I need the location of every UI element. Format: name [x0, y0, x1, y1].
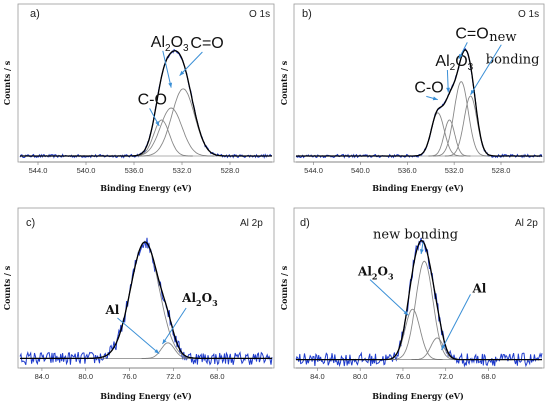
- x-tick-label: 532.0: [445, 166, 464, 175]
- panel-b-ylabel: Counts / s: [279, 60, 289, 105]
- x-tick-label: 540.0: [351, 166, 370, 175]
- peak-label: Al: [471, 281, 486, 295]
- peak-label: Al2O3: [435, 53, 473, 73]
- peak-label: bonding: [486, 53, 540, 68]
- x-tick-label: 80.0: [78, 372, 93, 381]
- x-tick-label: 544.0: [29, 166, 48, 175]
- arrow-head: [154, 349, 160, 354]
- panel-a-frame: [17, 3, 275, 163]
- component-peak-al: [411, 337, 463, 361]
- panel-a-ylabel: Counts / s: [2, 60, 12, 105]
- arrow-head: [155, 121, 160, 126]
- x-tick-label: 68.0: [210, 372, 225, 381]
- panel-d-letter: d): [300, 217, 310, 229]
- component-peak-al2o3: [428, 119, 471, 157]
- panel-c-letter: c): [26, 217, 35, 229]
- x-tick-label: 544.0: [304, 166, 323, 175]
- x-tick-label: 80.0: [353, 372, 368, 381]
- peak-label: C=O: [190, 35, 223, 52]
- panel-a-xlabel: Binding Energy (eV): [100, 183, 192, 193]
- x-tick-label: 68.0: [481, 372, 496, 381]
- x-tick-label: 540.0: [77, 166, 96, 175]
- component-peak-c-o: [130, 119, 193, 157]
- label-arrow: [162, 307, 187, 345]
- fit-envelope-line: [296, 49, 542, 157]
- x-tick-label: 72.0: [166, 372, 181, 381]
- panel-c-core-level: Al 2p: [240, 218, 263, 229]
- panel-b-letter: b): [302, 8, 312, 20]
- peak-label: Al: [104, 303, 119, 317]
- arrow-head: [446, 87, 451, 93]
- peak-label: Al2O3: [357, 265, 394, 282]
- component-peak-al2o3: [382, 308, 443, 361]
- x-tick-label: 84.0: [35, 372, 50, 381]
- x-tick-label: 84.0: [310, 372, 325, 381]
- component-peak-c-o: [412, 112, 464, 157]
- x-tick-label: 528.0: [221, 166, 240, 175]
- arrow-head: [458, 53, 463, 59]
- panel-a-letter: a): [30, 8, 40, 20]
- fit-envelope-line: [296, 239, 542, 361]
- panel-a-core-level: O 1s: [249, 9, 270, 20]
- label-arrow: [179, 51, 203, 76]
- panel-c: c) Al 2p 84.0 80.0 76.0 72.0 68.0 Al Al2O3 Bin…: [2, 207, 275, 401]
- raw-spectrum-line: [295, 237, 543, 368]
- panel-c-frame: [17, 207, 275, 369]
- x-tick-label: 528.0: [492, 166, 511, 175]
- peak-label: Al2O3: [181, 291, 218, 308]
- arrow-head: [419, 249, 424, 254]
- raw-spectrum-line: [19, 237, 273, 366]
- arrow-head: [432, 96, 438, 101]
- label-arrow: [369, 279, 409, 316]
- peak-label: C-O: [138, 91, 167, 108]
- panel-d-core-level: Al 2p: [515, 218, 538, 229]
- panel-c-plot: 84.0 80.0 76.0 72.0 68.0 Al Al2O3: [19, 237, 273, 381]
- arrow-head: [162, 339, 167, 344]
- x-tick-label: 76.0: [122, 372, 137, 381]
- panel-b: b) O 1s 544.0 540.0 536.0 532.0 528.0 C-O Al2O…: [279, 3, 545, 193]
- component-peak-c-o: [433, 81, 490, 157]
- panel-d: d) Al 2p 84.0 80.0 76.0 72.0 68.0 new bonding…: [279, 207, 545, 401]
- peak-label: new bonding: [373, 227, 458, 242]
- panel-b-xlabel: Binding Energy (eV): [372, 183, 464, 193]
- panel-d-plot: 84.0 80.0 76.0 72.0 68.0 new bonding Al2O3 Al: [295, 227, 543, 381]
- arrow-head: [168, 82, 173, 88]
- x-tick-label: 532.0: [173, 166, 192, 175]
- component-peak-new-bonding: [390, 260, 459, 361]
- x-tick-label: 72.0: [438, 372, 453, 381]
- peak-label: Al2O3: [151, 34, 189, 54]
- panel-c-xlabel: Binding Energy (eV): [100, 391, 192, 401]
- fit-envelope-line: [20, 241, 272, 360]
- label-arrow: [470, 44, 502, 96]
- peak-label: new: [489, 30, 516, 45]
- x-tick-label: 536.0: [125, 166, 144, 175]
- panel-a: a) O 1s 544.0 540.0 536.0 532.0 528.0 C-O Al2O…: [2, 3, 275, 193]
- fit-envelope-line: [20, 50, 272, 157]
- x-tick-label: 76.0: [396, 372, 411, 381]
- label-arrow: [441, 294, 471, 351]
- panel-b-plot: 544.0 540.0 536.0 532.0 528.0 C-O Al2O3 C=O new b…: [295, 25, 543, 175]
- panel-d-xlabel: Binding Energy (eV): [372, 391, 464, 401]
- panel-d-ylabel: Counts / s: [279, 265, 289, 310]
- label-arrow: [162, 50, 172, 88]
- peak-label: C-O: [414, 79, 443, 96]
- component-peak-al2o3: [141, 342, 195, 359]
- panel-b-core-level: O 1s: [518, 9, 539, 20]
- x-tick-label: 536.0: [398, 166, 417, 175]
- label-arrow: [117, 317, 160, 354]
- arrow-head: [179, 70, 185, 76]
- peak-label: C=O: [455, 25, 488, 42]
- arrow-head: [403, 310, 409, 316]
- arrow-head: [470, 89, 475, 95]
- raw-spectrum-line: [295, 48, 543, 159]
- component-peak-al2o3: [128, 107, 215, 157]
- panel-a-plot: 544.0 540.0 536.0 532.0 528.0 C-O Al2O3 C=O: [19, 34, 273, 175]
- panel-c-ylabel: Counts / s: [2, 265, 12, 310]
- arrow-head: [441, 345, 446, 350]
